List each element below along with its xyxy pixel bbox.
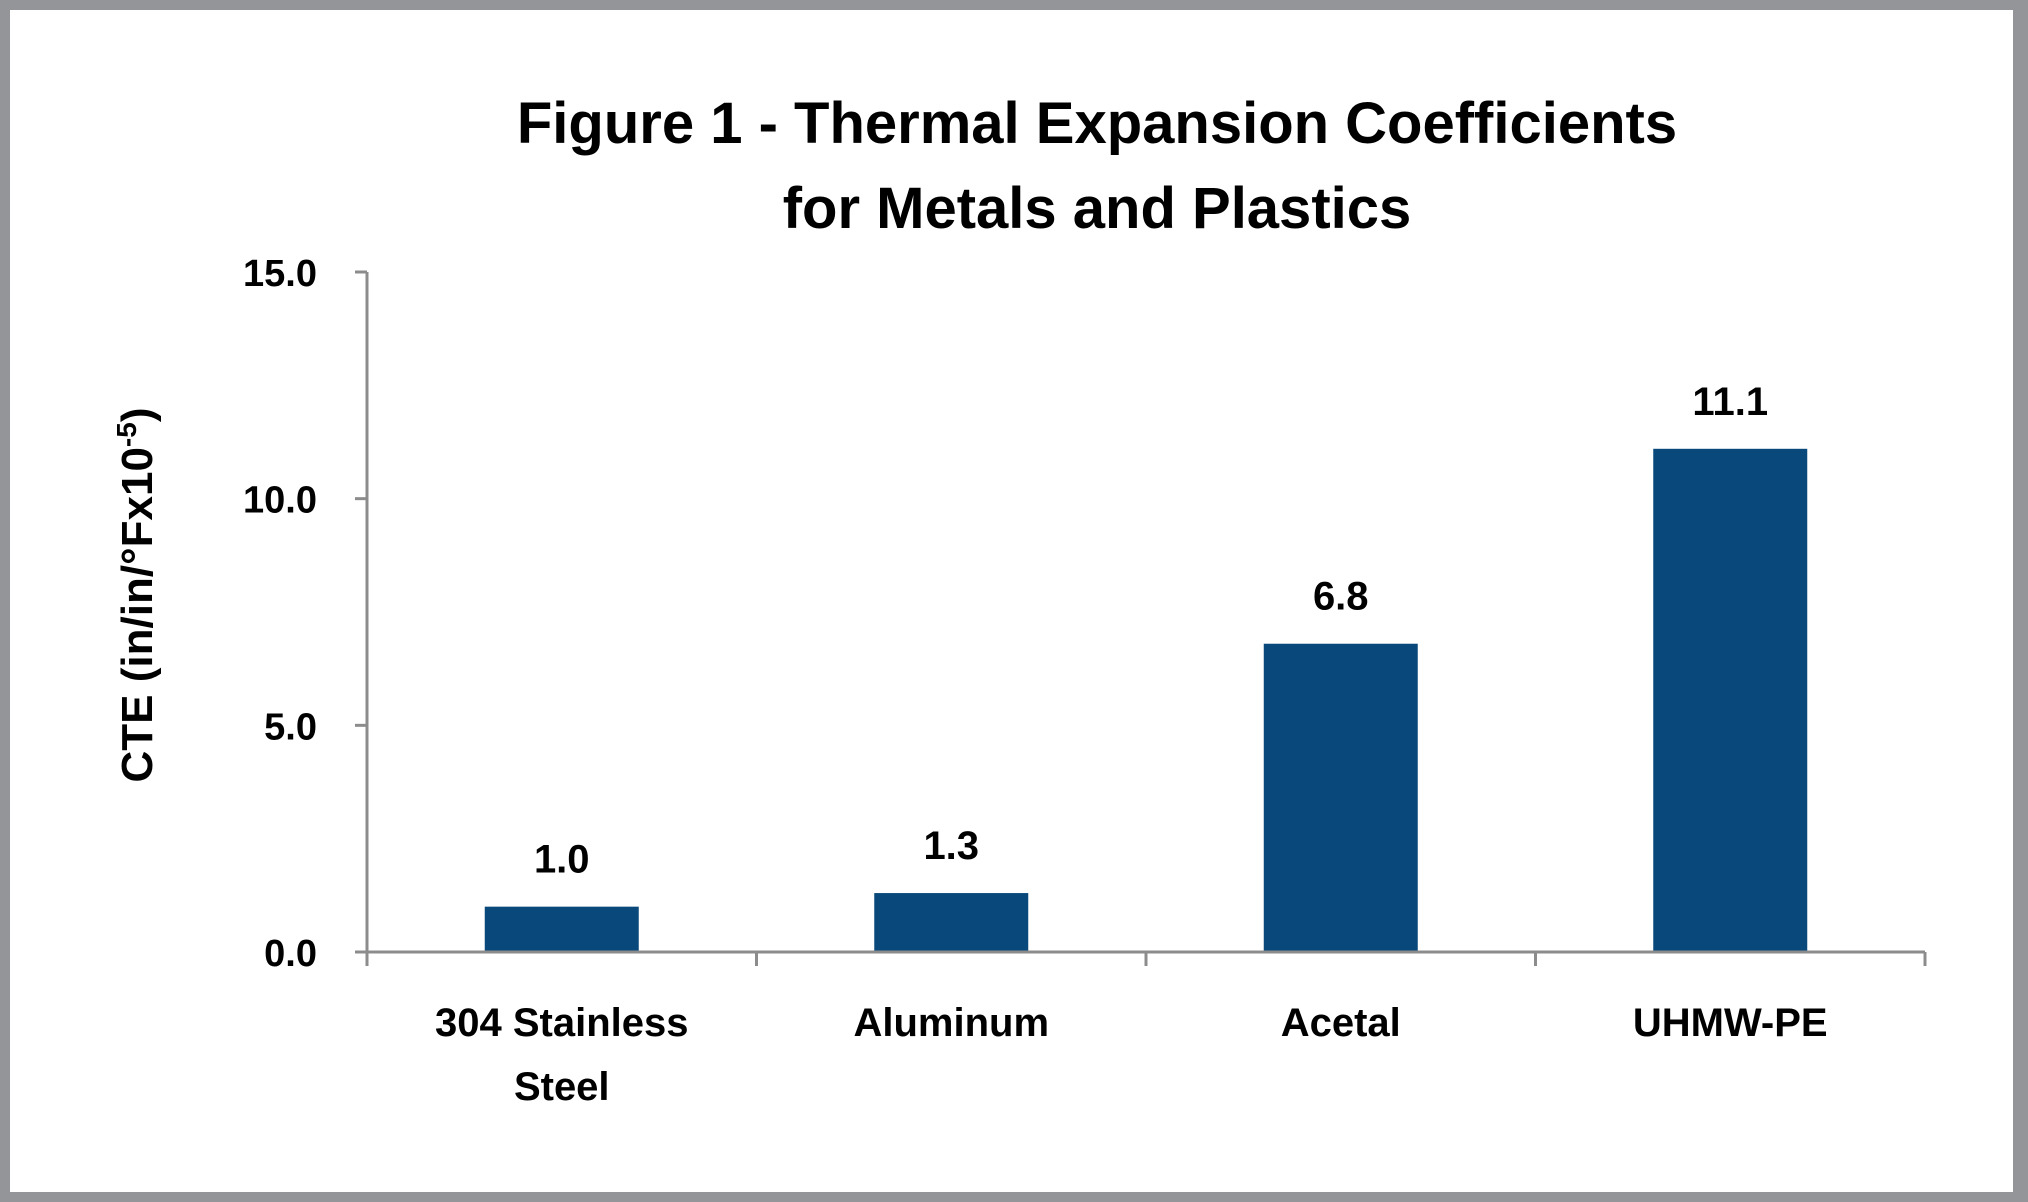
data-label-1: 1.0 xyxy=(534,838,590,882)
plot-area: 0.0 5.0 10.0 15.0 1.0 304 Stainless Steel 1.3 Al… xyxy=(243,253,1927,1109)
chart-title-line-2: for Metals and Plastics xyxy=(783,176,1412,241)
y-axis-label-close: ) xyxy=(113,408,162,423)
y-axis-label-main: CTE (in/in/°Fx10 xyxy=(113,447,162,782)
x-category-label: UHMW-PE xyxy=(1633,1001,1828,1045)
y-tick-label: 10.0 xyxy=(243,480,317,522)
bar-2 xyxy=(874,893,1029,952)
bar-1 xyxy=(484,906,639,952)
chart-title-line-1: Figure 1 - Thermal Expansion Coefficient… xyxy=(517,91,1677,156)
y-tick-label: 0.0 xyxy=(264,933,317,975)
y-tick-label: 15.0 xyxy=(243,253,317,295)
x-category-label: Acetal xyxy=(1281,1001,1401,1045)
data-label-2: 1.3 xyxy=(923,824,979,868)
x-category-label: Steel xyxy=(514,1065,610,1109)
y-tick-label: 5.0 xyxy=(264,706,317,748)
y-axis-label-exponent: -5 xyxy=(111,422,142,447)
data-label-3: 6.8 xyxy=(1313,575,1369,619)
x-category-label: Aluminum xyxy=(853,1001,1049,1045)
y-axis-label: CTE (in/in/°Fx10-5) xyxy=(111,408,162,783)
bar-3 xyxy=(1263,643,1418,952)
bar-4 xyxy=(1653,448,1808,952)
x-category-label: 304 Stainless xyxy=(435,1001,689,1045)
data-label-4: 11.1 xyxy=(1692,380,1768,424)
